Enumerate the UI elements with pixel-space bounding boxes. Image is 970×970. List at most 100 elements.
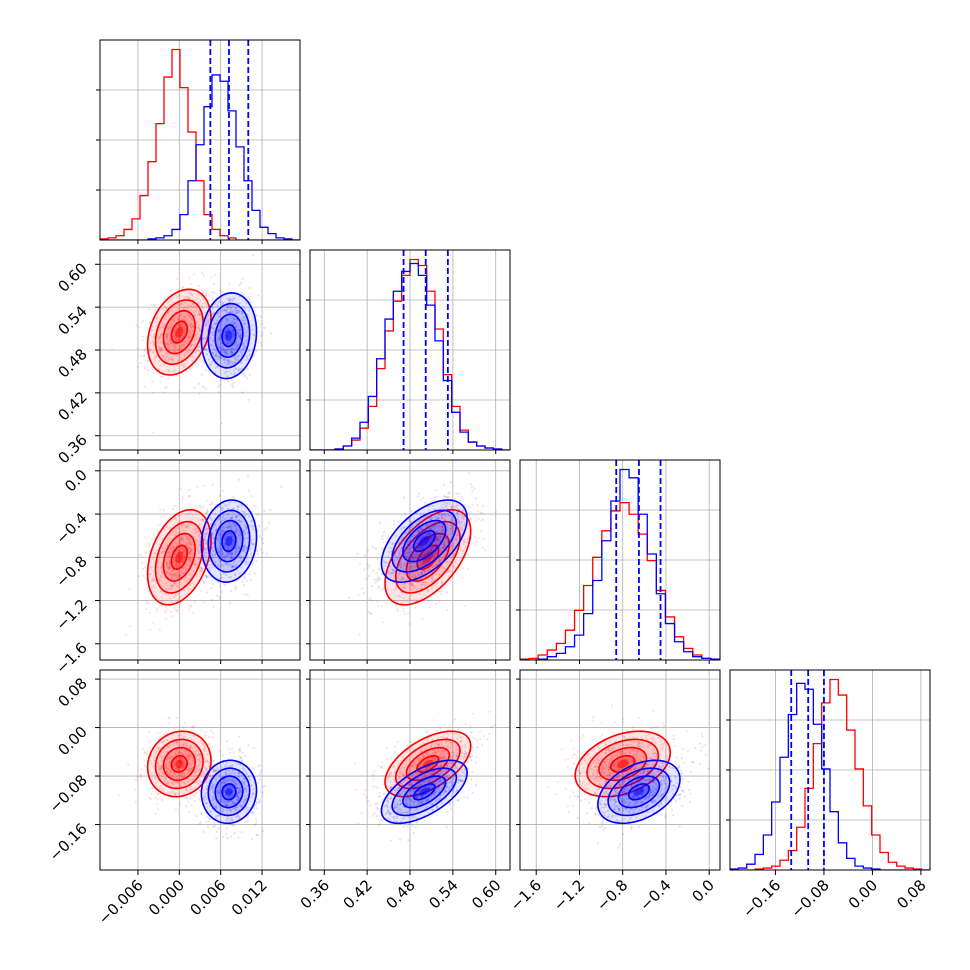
red-scatter-point	[155, 750, 158, 753]
red-scatter-point	[186, 781, 189, 784]
blue-scatter-point	[231, 557, 234, 560]
blue-scatter-point	[259, 548, 262, 551]
blue-scatter-point	[192, 361, 195, 365]
red-scatter-point	[406, 552, 409, 555]
blue-scatter-point	[191, 759, 194, 762]
blue-scatter-point	[256, 314, 259, 317]
red-scatter-point	[150, 762, 153, 765]
blue-scatter-point	[215, 805, 218, 808]
blue-scatter-point	[224, 503, 227, 506]
red-scatter-point	[192, 325, 195, 328]
red-scatter-point	[175, 757, 178, 760]
blue-scatter-point	[441, 525, 444, 528]
red-scatter-point	[421, 617, 424, 621]
blue-scatter-point	[263, 326, 266, 330]
red-scatter-point	[209, 337, 212, 340]
blue-scatter-point	[245, 547, 248, 550]
red-scatter-point	[171, 782, 174, 785]
blue-scatter-point	[226, 803, 229, 806]
blue-scatter-point	[182, 336, 185, 339]
red-scatter-point	[174, 308, 178, 312]
blue-scatter-point	[429, 527, 432, 530]
blue-scatter-point	[234, 549, 237, 552]
blue-scatter-point	[204, 548, 207, 551]
red-scatter-point	[176, 295, 179, 298]
blue-scatter-point	[434, 540, 437, 543]
blue-scatter-point	[218, 534, 221, 537]
blue-scatter-point	[220, 349, 223, 352]
blue-scatter-point	[443, 495, 447, 498]
blue-scatter-point	[213, 523, 216, 527]
blue-scatter-point	[241, 372, 244, 375]
blue-scatter-point	[397, 553, 401, 556]
red-scatter-point	[143, 366, 146, 370]
red-scatter-point	[469, 482, 473, 486]
red-scatter-point	[172, 311, 176, 314]
red-scatter-point	[185, 295, 188, 298]
blue-scatter-point	[198, 504, 201, 507]
red-scatter-point	[179, 304, 182, 307]
blue-scatter-point	[220, 342, 223, 345]
blue-scatter-point	[419, 555, 422, 558]
red-scatter-point	[182, 316, 186, 319]
red-scatter-point	[198, 768, 201, 771]
red-scatter-point	[182, 775, 185, 778]
blue-scatter-point	[246, 806, 249, 809]
red-scatter-point	[188, 309, 191, 312]
blue-scatter-point	[220, 347, 223, 351]
blue-scatter-point	[221, 506, 224, 510]
red-scatter-point	[187, 771, 190, 774]
blue-scatter-point	[268, 521, 271, 524]
blue-scatter-point	[430, 539, 433, 542]
blue-scatter-point	[216, 594, 219, 597]
red-scatter-point	[176, 781, 179, 784]
red-scatter-point	[413, 587, 416, 590]
red-scatter-point	[199, 329, 202, 332]
blue-scatter-point	[428, 533, 431, 536]
blue-scatter-point	[437, 524, 440, 527]
red-scatter-point	[203, 337, 207, 340]
red-scatter-point	[147, 369, 150, 372]
red-scatter-point	[188, 747, 191, 750]
blue-scatter-point	[263, 784, 266, 787]
red-scatter-point	[204, 748, 207, 751]
blue-scatter-point	[239, 763, 242, 766]
blue-scatter-point	[457, 492, 460, 495]
blue-scatter-point	[252, 792, 255, 795]
blue-scatter-point	[261, 551, 264, 554]
red-scatter-point	[175, 749, 178, 752]
blue-scatter-point	[226, 306, 229, 310]
red-scatter-point	[181, 302, 184, 305]
red-scatter-point	[185, 752, 188, 755]
blue-scatter-point	[406, 542, 410, 546]
red-scatter-point	[182, 743, 185, 746]
blue-scatter-point	[436, 539, 440, 542]
blue-scatter-point	[232, 541, 235, 544]
red-scatter-point	[180, 774, 183, 777]
blue-scatter-point	[400, 565, 403, 568]
red-scatter-point	[456, 532, 459, 535]
red-scatter-point	[188, 769, 192, 773]
blue-scatter-point	[221, 551, 224, 554]
blue-scatter-point	[420, 572, 423, 576]
red-scatter-point	[175, 780, 178, 784]
red-scatter-point	[152, 351, 155, 354]
red-scatter-point	[204, 767, 208, 770]
blue-scatter-point	[250, 495, 253, 498]
blue-scatter-point	[229, 764, 232, 767]
blue-scatter-point	[242, 342, 245, 345]
blue-scatter-point	[225, 786, 228, 789]
blue-scatter-point	[244, 780, 247, 783]
red-scatter-point	[168, 568, 171, 571]
blue-scatter-point	[430, 537, 433, 540]
red-scatter-point	[202, 743, 205, 746]
blue-scatter-point	[234, 782, 238, 785]
blue-scatter-point	[436, 543, 439, 546]
red-scatter-point	[183, 555, 186, 558]
blue-scatter-point	[227, 311, 230, 314]
red-scatter-point	[189, 539, 192, 542]
blue-scatter-point	[455, 538, 458, 541]
red-scatter-point	[175, 565, 179, 569]
red-scatter-point	[168, 761, 171, 764]
blue-scatter-point	[223, 555, 226, 558]
